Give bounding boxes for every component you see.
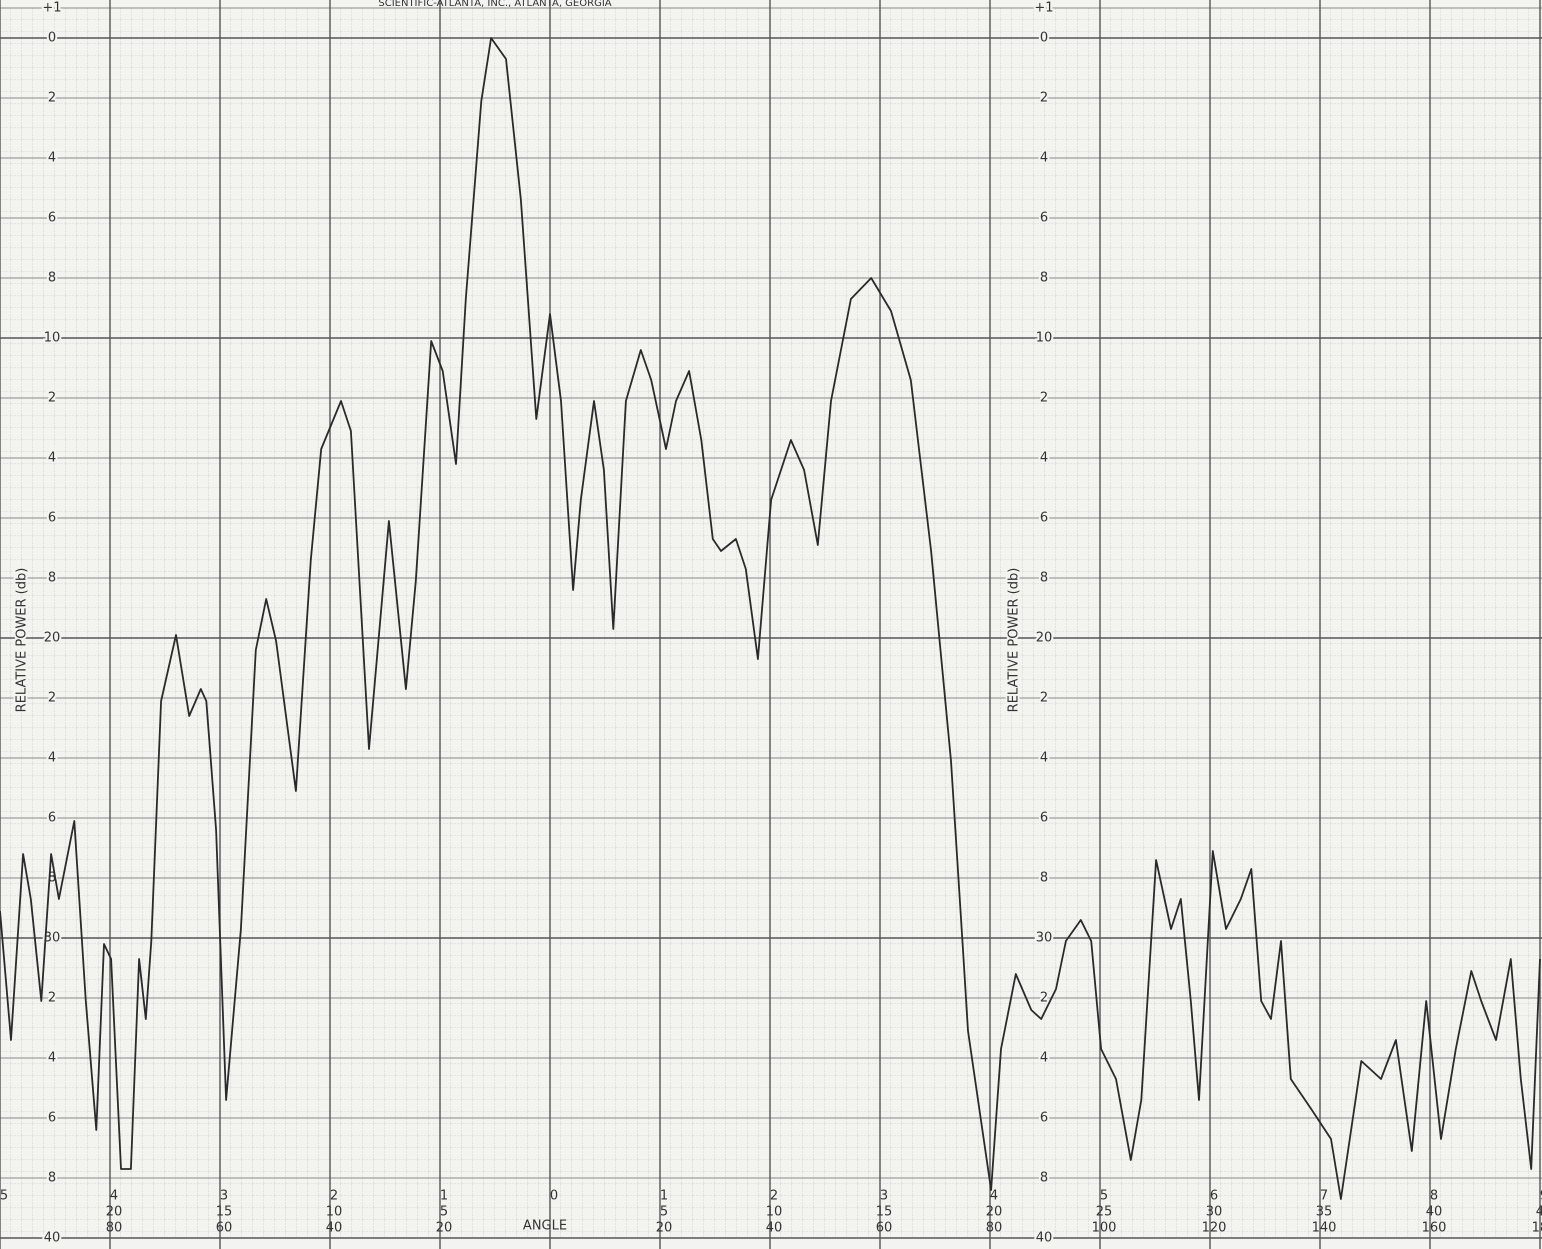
y-axis-title: RELATIVE POWER (db) <box>15 568 30 713</box>
x-tick-label: 15 <box>876 1205 893 1220</box>
y-tick-label: 6 <box>48 211 56 226</box>
x-tick-label: 80 <box>986 1221 1003 1236</box>
x-tick-label: 0 <box>550 1189 558 1204</box>
y-tick-label: 20 <box>1036 631 1053 646</box>
y-tick-label: 30 <box>44 931 61 946</box>
x-tick-label: 20 <box>986 1205 1003 1220</box>
x-tick-label: 1 <box>440 1189 448 1204</box>
y-tick-label: 6 <box>1040 1111 1048 1126</box>
y-tick-label: 6 <box>1040 511 1048 526</box>
y-tick-label: 6 <box>1040 211 1048 226</box>
y-tick-label: 6 <box>48 811 56 826</box>
y-tick-label: 40 <box>1036 1231 1053 1246</box>
pattern-line <box>0 37 1541 1200</box>
x-tick-label: 40 <box>1426 1205 1443 1220</box>
x-tick-label: 80 <box>106 1221 123 1236</box>
chart-title: SCIENTIFIC-ATLANTA, INC., ATLANTA, GEORG… <box>378 0 611 9</box>
y-tick-label: 8 <box>48 271 56 286</box>
x-tick-label: 45 <box>1536 1205 1542 1220</box>
y-tick-label: 8 <box>48 571 56 586</box>
y-tick-label: 40 <box>44 1231 61 1246</box>
y-tick-label: +1 <box>1034 1 1053 16</box>
y-axis-title: RELATIVE POWER (db) <box>1007 568 1022 713</box>
y-tick-label: 4 <box>1040 151 1048 166</box>
y-tick-label: 2 <box>48 391 56 406</box>
y-tick-label: 30 <box>1036 931 1053 946</box>
y-tick-label: 20 <box>44 631 61 646</box>
x-tick-label: 10 <box>766 1205 783 1220</box>
x-tick-label: 6 <box>1210 1189 1218 1204</box>
y-tick-label: 10 <box>1036 331 1053 346</box>
y-tick-label: 4 <box>48 751 56 766</box>
x-tick-label: 100 <box>1092 1221 1117 1236</box>
x-tick-label: 35 <box>1316 1205 1333 1220</box>
x-tick-label: 20 <box>436 1221 453 1236</box>
x-tick-label: 5 <box>440 1205 448 1220</box>
y-tick-label: 2 <box>48 91 56 106</box>
y-tick-label: 8 <box>48 1171 56 1186</box>
x-tick-label: 8 <box>1430 1189 1438 1204</box>
y-tick-label: 4 <box>1040 1051 1048 1066</box>
y-tick-label: 4 <box>48 1051 56 1066</box>
y-tick-label: 2 <box>48 691 56 706</box>
y-tick-label: 2 <box>1040 691 1048 706</box>
y-tick-label: 6 <box>1040 811 1048 826</box>
minor-grid <box>0 8 1542 1238</box>
x-tick-label: 9 <box>1540 1189 1542 1204</box>
x-tick-label: 5 <box>1100 1189 1108 1204</box>
x-tick-label: 7 <box>1320 1189 1328 1204</box>
y-tick-label: 4 <box>1040 751 1048 766</box>
y-tick-label: 2 <box>1040 991 1048 1006</box>
y-tick-label: 6 <box>48 511 56 526</box>
x-tick-label: 60 <box>216 1221 233 1236</box>
y-tick-label: +1 <box>42 1 61 16</box>
x-tick-label: 20 <box>656 1221 673 1236</box>
x-tick-label: 160 <box>1422 1221 1447 1236</box>
y-tick-label: 4 <box>48 151 56 166</box>
y-tick-label: 2 <box>1040 391 1048 406</box>
y-tick-label: 10 <box>44 331 61 346</box>
y-tick-label: 8 <box>1040 571 1048 586</box>
y-tick-label: 6 <box>48 1111 56 1126</box>
x-tick-label: 4 <box>990 1189 998 1204</box>
x-tick-label: 30 <box>1206 1205 1223 1220</box>
x-tick-label: 3 <box>220 1189 228 1204</box>
x-tick-label: 20 <box>106 1205 123 1220</box>
y-tick-label: 4 <box>48 451 56 466</box>
x-tick-label: 2 <box>330 1189 338 1204</box>
y-tick-label: 0 <box>1040 31 1048 46</box>
y-tick-label: 8 <box>1040 1171 1048 1186</box>
x-tick-label: 15 <box>216 1205 233 1220</box>
x-tick-label: 25 <box>1096 1205 1113 1220</box>
y-tick-label: 8 <box>1040 871 1048 886</box>
x-tick-label: 40 <box>766 1221 783 1236</box>
y-tick-label: 2 <box>1040 91 1048 106</box>
x-tick-label: 140 <box>1312 1221 1337 1236</box>
x-tick-label: 1 <box>660 1189 668 1204</box>
x-tick-label: 2 <box>770 1189 778 1204</box>
x-tick-label: 5 <box>660 1205 668 1220</box>
x-tick-label: 120 <box>1202 1221 1227 1236</box>
x-tick-label: 10 <box>326 1205 343 1220</box>
x-tick-label: 60 <box>876 1221 893 1236</box>
x-tick-label: 5 <box>0 1189 8 1204</box>
y-tick-label: 0 <box>48 31 56 46</box>
y-tick-label: 8 <box>1040 271 1048 286</box>
x-tick-label: 40 <box>326 1221 343 1236</box>
x-tick-label: 4 <box>110 1189 118 1204</box>
x-tick-label: 3 <box>880 1189 888 1204</box>
y-tick-label: 2 <box>48 991 56 1006</box>
x-axis-title: ANGLE <box>523 1219 567 1234</box>
y-tick-label: 4 <box>1040 451 1048 466</box>
x-tick-label: 180 <box>1532 1221 1542 1236</box>
